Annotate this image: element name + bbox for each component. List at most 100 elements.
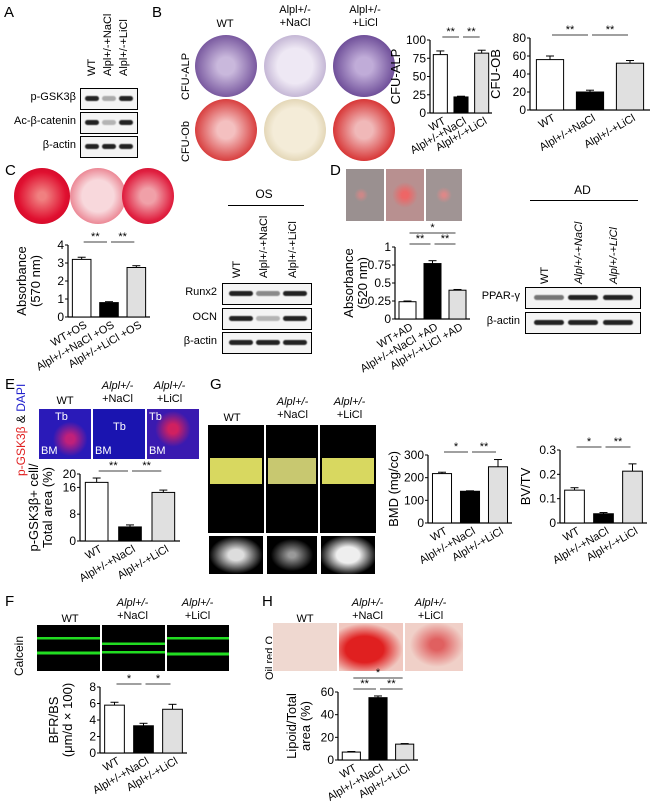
panel-label-c: C [5,162,16,179]
significance-label: ** [614,436,623,448]
bar [398,301,417,320]
bar [133,725,154,754]
bar [487,466,509,524]
y-tick-label: 20 [513,85,527,99]
group-header: WT [56,395,74,407]
significance-label: ** [566,24,575,36]
significance-label: ** [446,26,455,38]
row-label: β-actin [183,335,217,347]
x-tick-label: WT [83,543,104,562]
y-tick-label: 4 [89,713,96,727]
blot-row [222,308,312,330]
bar [593,513,614,524]
bar [622,470,643,524]
significance-label: ** [480,441,489,453]
y-tick-label: 0 [384,312,391,326]
cfu-alp-dish-nacl [264,35,326,97]
adipo-image-wt [345,168,385,222]
y-tick-label: 4 [57,238,64,252]
significance-label: ** [467,26,476,38]
group-header: Alpl+/- +NaCl [116,597,149,622]
group-header: Alpl+/- +LiCl [181,597,214,622]
significance-label: ** [91,231,100,243]
y-axis-label: CFU-ALP [388,49,403,105]
blot-row [80,88,138,110]
y-tick-label: 0.1 [539,492,556,506]
os-dish-nacl [70,168,126,224]
y-tick-label: 8 [89,680,96,694]
os-dish-wt [14,168,70,224]
significance-label: * [127,673,132,685]
panel-label-h: H [262,593,273,610]
cfu-alp-dish-licl [333,35,395,97]
panel-label-a: A [4,4,15,21]
y-tick-label: 0.75 [368,258,392,272]
calcein-image-nacl [101,624,166,672]
divider [228,205,304,206]
panel-label-e: E [5,376,16,393]
bar [162,708,183,754]
microct-image-nacl [266,425,318,533]
y-tick-label: 8 [69,507,76,521]
bar [151,491,176,542]
significance-label: ** [606,24,615,36]
significance-label: ** [109,460,118,472]
y-axis-label: CFU-OB [488,49,503,99]
y-tick-label: 0.25 [368,294,392,308]
significance-label: * [587,436,592,448]
oilred-image-nacl [338,622,404,672]
group-header: WT [61,613,79,625]
y-tick-label: 20 [63,467,77,481]
bar [126,267,147,318]
y-tick-label: 0 [549,516,556,530]
bar [459,490,481,524]
microct-cross-wt [208,535,264,575]
bar [341,751,361,761]
bar [118,526,142,542]
oilred-image-wt [272,622,338,672]
y-tick-label: 0 [69,534,76,548]
bar [104,704,125,754]
significance-label: ** [118,231,127,243]
adipo-image-licl [425,168,463,222]
y-axis-label: area (%) [298,701,313,751]
significance-label: ** [387,678,396,690]
y-tick-label: 300 [404,448,424,462]
significance-label: * [454,441,459,453]
bar [432,54,448,114]
calcein-image-wt [36,624,101,672]
y-axis-label: p-GSK3β+ cell/ [26,463,41,551]
microct-cross-licl [320,535,376,575]
y-tick-label: 100 [406,33,426,47]
y-tick-label: 25 [413,88,427,102]
divider [530,200,638,201]
blot-row [222,332,312,354]
y-axis-label: Absorbance [341,248,356,317]
y-tick-label: 50 [413,70,427,84]
blot-title: OS [255,187,273,201]
significance-label: * [156,673,161,685]
microct-image-licl [320,425,376,533]
y-tick-label: 6 [89,697,96,711]
significance-label: ** [142,460,151,472]
if-image-nacl: Tb BM [92,408,146,460]
bar [453,96,469,114]
y-tick-label: 200 [404,471,424,485]
y-tick-label: 60 [321,685,335,699]
y-tick-label: 0 [417,516,424,530]
y-axis-label: (570 nm) [28,255,43,307]
blot-row [80,136,138,158]
y-axis-label: BFR/BS [46,696,61,743]
y-tick-label: 0.2 [539,467,556,481]
bar [564,489,585,524]
y-tick-label: 2 [89,730,96,744]
y-axis-label: Absorbance [14,246,29,315]
y-tick-label: 0 [519,103,526,117]
bar [474,52,490,114]
